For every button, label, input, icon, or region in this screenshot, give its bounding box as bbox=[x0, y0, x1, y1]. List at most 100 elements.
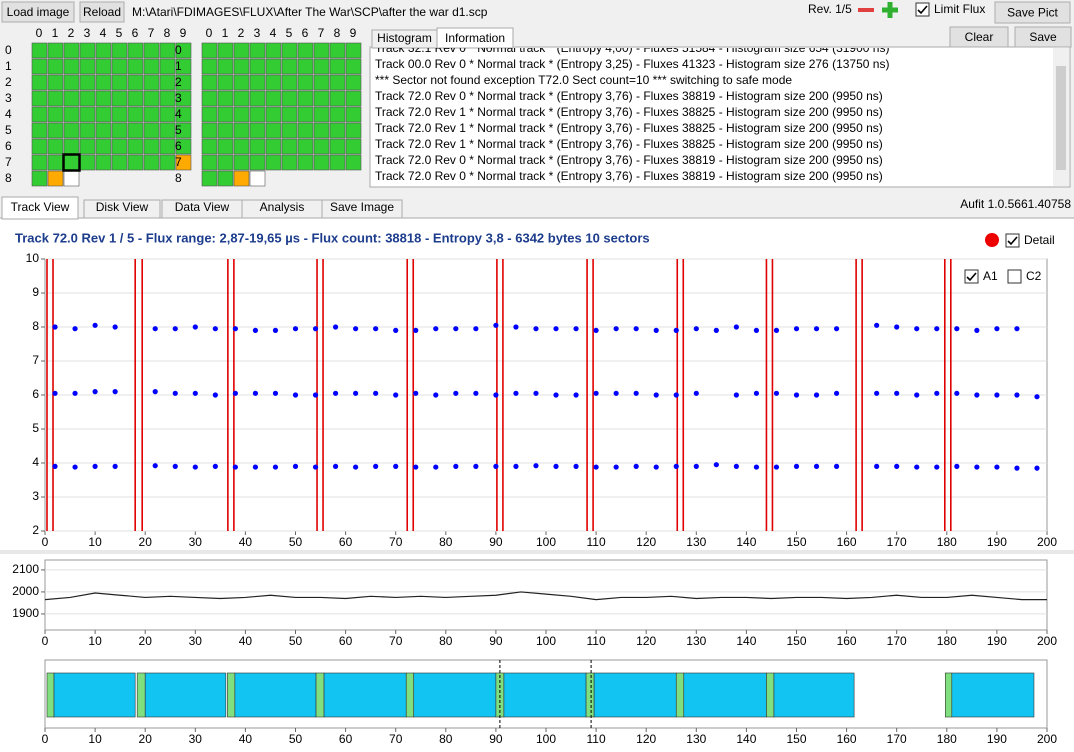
track-cell[interactable] bbox=[175, 138, 192, 155]
save-pict-button[interactable] bbox=[994, 1, 1071, 24]
track-cell[interactable] bbox=[313, 122, 330, 139]
track-cell[interactable] bbox=[95, 42, 112, 59]
track-cell[interactable] bbox=[95, 122, 112, 139]
channel-checkbox[interactable] bbox=[1007, 269, 1022, 284]
sector-body[interactable] bbox=[683, 672, 767, 718]
track-cell[interactable] bbox=[217, 170, 234, 187]
track-cell[interactable] bbox=[249, 90, 266, 107]
track-cell[interactable] bbox=[233, 138, 250, 155]
track-cell[interactable] bbox=[159, 58, 176, 75]
track-cell[interactable] bbox=[143, 90, 160, 107]
track-cell[interactable] bbox=[217, 74, 234, 91]
limit-checkbox[interactable] bbox=[915, 2, 930, 17]
track-cell[interactable] bbox=[201, 42, 218, 59]
track-cell[interactable] bbox=[233, 122, 250, 139]
sector-body[interactable] bbox=[413, 672, 497, 718]
track-cell[interactable] bbox=[127, 154, 144, 171]
track-cell[interactable] bbox=[159, 74, 176, 91]
track-cell[interactable] bbox=[217, 90, 234, 107]
track-cell[interactable] bbox=[31, 74, 48, 91]
track-cell[interactable] bbox=[79, 122, 96, 139]
track-cell[interactable] bbox=[265, 74, 282, 91]
minus-icon[interactable] bbox=[858, 8, 874, 12]
track-cell[interactable] bbox=[159, 90, 176, 107]
sector-body[interactable] bbox=[144, 672, 227, 718]
track-cell[interactable] bbox=[265, 154, 282, 171]
track-cell[interactable] bbox=[201, 122, 218, 139]
track-cell[interactable] bbox=[47, 74, 64, 91]
track-cell[interactable] bbox=[127, 90, 144, 107]
track-cell[interactable] bbox=[233, 58, 250, 75]
track-cell[interactable] bbox=[79, 154, 96, 171]
sector-header[interactable] bbox=[675, 672, 685, 718]
track-cell[interactable] bbox=[127, 74, 144, 91]
track-cell[interactable] bbox=[143, 58, 160, 75]
track-cell[interactable] bbox=[329, 74, 346, 91]
track-cell[interactable] bbox=[201, 154, 218, 171]
sector-body[interactable] bbox=[53, 672, 136, 718]
track-cell[interactable] bbox=[233, 170, 250, 187]
track-cell[interactable] bbox=[249, 170, 266, 187]
track-cell[interactable] bbox=[79, 74, 96, 91]
track-cell[interactable] bbox=[313, 58, 330, 75]
track-cell[interactable] bbox=[217, 138, 234, 155]
track-cell[interactable] bbox=[127, 122, 144, 139]
track-cell[interactable] bbox=[249, 106, 266, 123]
track-cell[interactable] bbox=[63, 90, 80, 107]
track-cell[interactable] bbox=[111, 106, 128, 123]
track-cell[interactable] bbox=[95, 138, 112, 155]
clear-button[interactable] bbox=[949, 26, 1009, 48]
track-cell[interactable] bbox=[297, 74, 314, 91]
sector-header[interactable] bbox=[405, 672, 415, 718]
track-cell[interactable] bbox=[265, 58, 282, 75]
track-cell[interactable] bbox=[47, 58, 64, 75]
track-cell[interactable] bbox=[249, 138, 266, 155]
plus-icon[interactable] bbox=[882, 2, 898, 18]
track-cell[interactable] bbox=[313, 106, 330, 123]
track-cell[interactable] bbox=[233, 106, 250, 123]
track-cell[interactable] bbox=[111, 58, 128, 75]
track-cell[interactable] bbox=[217, 106, 234, 123]
track-cell[interactable] bbox=[345, 74, 362, 91]
track-cell[interactable] bbox=[63, 106, 80, 123]
track-cell[interactable] bbox=[63, 170, 80, 187]
track-cell[interactable] bbox=[329, 122, 346, 139]
track-cell[interactable] bbox=[345, 90, 362, 107]
track-cell[interactable] bbox=[297, 42, 314, 59]
track-cell[interactable] bbox=[95, 58, 112, 75]
track-cell[interactable] bbox=[31, 170, 48, 187]
track-cell[interactable] bbox=[47, 42, 64, 59]
sector-header[interactable] bbox=[227, 672, 236, 718]
track-cell[interactable] bbox=[313, 138, 330, 155]
track-cell[interactable] bbox=[31, 58, 48, 75]
track-cell[interactable] bbox=[31, 106, 48, 123]
track-cell[interactable] bbox=[201, 74, 218, 91]
track-cell[interactable] bbox=[329, 138, 346, 155]
track-cell[interactable] bbox=[201, 90, 218, 107]
sector-header[interactable] bbox=[315, 672, 325, 718]
track-cell[interactable] bbox=[127, 58, 144, 75]
track-cell[interactable] bbox=[31, 122, 48, 139]
track-cell[interactable] bbox=[63, 74, 80, 91]
track-cell[interactable] bbox=[47, 122, 64, 139]
track-cell[interactable] bbox=[111, 154, 128, 171]
track-cell[interactable] bbox=[63, 138, 80, 155]
track-cell[interactable] bbox=[329, 106, 346, 123]
track-cell[interactable] bbox=[329, 58, 346, 75]
track-cell[interactable] bbox=[217, 154, 234, 171]
sector-header[interactable] bbox=[585, 672, 595, 718]
track-cell[interactable] bbox=[159, 42, 176, 59]
track-cell[interactable] bbox=[175, 58, 192, 75]
track-cell[interactable] bbox=[159, 106, 176, 123]
track-cell[interactable] bbox=[249, 154, 266, 171]
track-cell[interactable] bbox=[79, 90, 96, 107]
track-cell[interactable] bbox=[345, 122, 362, 139]
track-cell[interactable] bbox=[265, 138, 282, 155]
save-button[interactable] bbox=[1014, 26, 1072, 48]
track-cell[interactable] bbox=[127, 138, 144, 155]
track-cell[interactable] bbox=[249, 58, 266, 75]
track-cell[interactable] bbox=[127, 106, 144, 123]
track-cell[interactable] bbox=[63, 154, 80, 171]
track-cell[interactable] bbox=[95, 90, 112, 107]
track-cell[interactable] bbox=[217, 122, 234, 139]
